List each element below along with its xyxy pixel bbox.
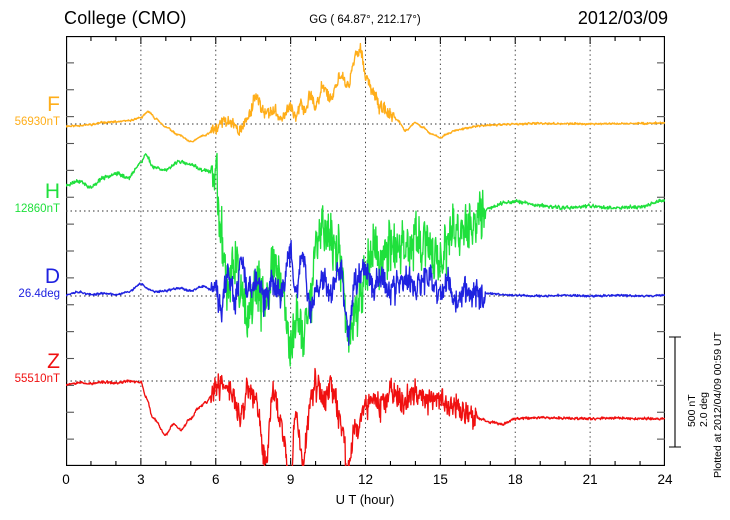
component-name-d: D [44, 265, 60, 288]
station-title: College (CMO) [64, 8, 187, 28]
x-tick-label-0: 0 [62, 472, 70, 487]
component-value-f: 56930nT [14, 116, 60, 129]
x-tick-label-3: 3 [137, 472, 145, 487]
scale-bar-icon [669, 336, 681, 448]
x-tick-label-24: 24 [657, 472, 673, 487]
component-name-z: Z [47, 350, 60, 373]
component-name-f: F [47, 93, 60, 116]
component-label-f: F 56930nT [14, 93, 60, 129]
scale-line-2: 2.0 deg [698, 392, 711, 428]
x-tick-label-12: 12 [357, 472, 374, 487]
scale-line-1: 500 nT [686, 394, 698, 428]
x-axis-title: U T (hour) [335, 492, 395, 507]
trace-d [66, 239, 665, 346]
plot-area [66, 36, 665, 466]
trace-h [66, 152, 665, 367]
magnetogram-svg [66, 36, 665, 466]
scale-bar-caption: 500 nT 2.0 deg [686, 392, 710, 427]
observation-date: 2012/03/09 [577, 8, 668, 28]
plotted-timestamp: Plotted at 2012/04/09 00:59 UT [712, 332, 724, 478]
x-tick-label-18: 18 [507, 472, 523, 487]
component-value-z: 55510nT [14, 373, 60, 386]
x-tick-label-9: 9 [286, 472, 295, 487]
trace-f [66, 42, 665, 143]
component-name-h: H [44, 180, 60, 203]
x-tick-label-21: 21 [582, 472, 598, 487]
geographic-coordinates: GG ( 64.87°, 212.17°) [309, 14, 421, 26]
component-value-h: 12860nT [14, 203, 60, 216]
component-value-d: 26.4deg [18, 288, 60, 301]
x-tick-label-6: 6 [211, 472, 220, 487]
component-label-h: H 12860nT [14, 180, 60, 216]
component-label-d: D 26.4deg [18, 265, 60, 301]
x-tick-label-15: 15 [432, 472, 448, 487]
trace-z [66, 367, 665, 466]
component-label-z: Z 55510nT [14, 350, 60, 386]
